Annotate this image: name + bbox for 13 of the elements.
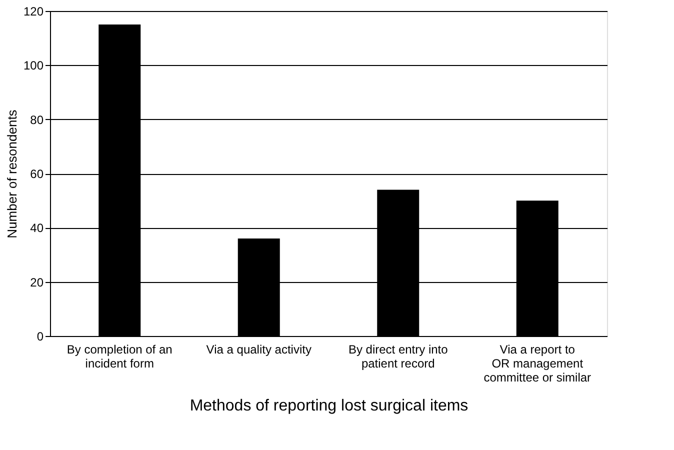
- x-tick-label: Via a quality activity: [206, 342, 312, 356]
- x-tick-label: By direct entry into patient record: [348, 342, 448, 370]
- y-tick-label: 120: [23, 4, 44, 18]
- y-tick-label: 100: [23, 58, 44, 73]
- y-tick-label: 0: [36, 330, 44, 344]
- x-tick-label: Via a report to OR management committee or similar: [484, 342, 592, 384]
- y-axis-title: Number of resondents: [4, 109, 20, 238]
- x-tick-label: By completion of an incident form: [66, 342, 172, 370]
- y-tick-label: 20: [30, 275, 44, 290]
- y-tick-label: 80: [30, 112, 44, 127]
- x-axis-title: Methods of reporting lost surgical items: [190, 398, 468, 414]
- y-tick-label: 60: [30, 167, 44, 181]
- y-tick-label: 40: [30, 221, 44, 236]
